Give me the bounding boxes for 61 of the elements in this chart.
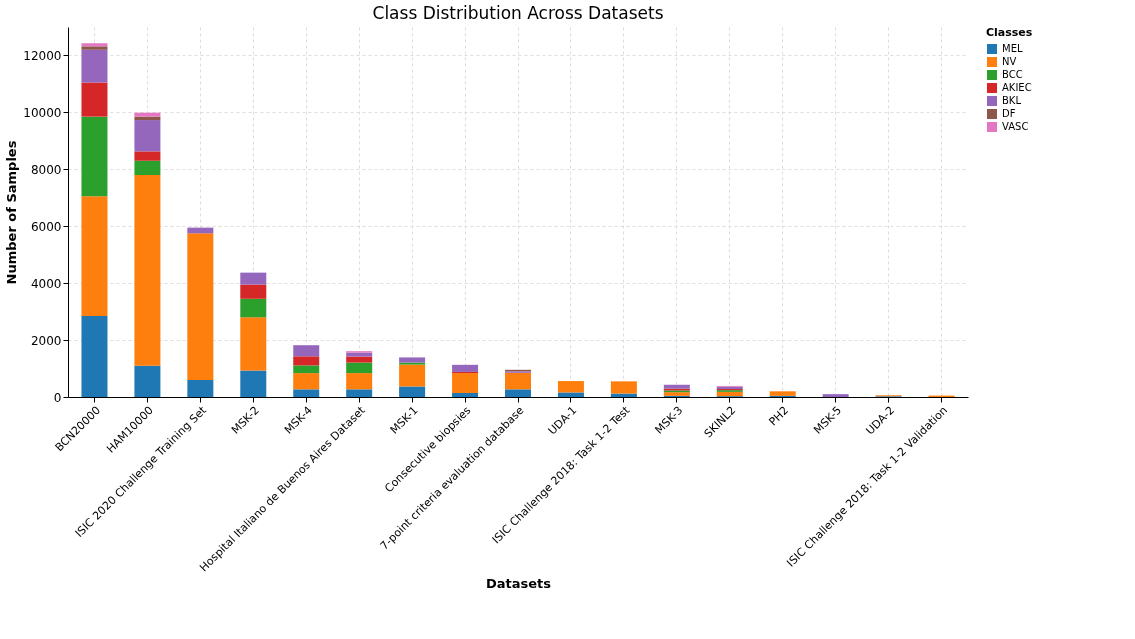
y-tick-label: 2000 [30, 333, 62, 348]
bar [293, 356, 320, 366]
bar [293, 373, 320, 390]
bar [663, 384, 690, 389]
bar [452, 373, 479, 394]
chart-title: Class Distribution Across Datasets [372, 3, 664, 23]
legend-label: VASC [1002, 121, 1029, 132]
bar [557, 381, 584, 393]
y-tick-label: 8000 [30, 162, 62, 177]
bar [81, 82, 108, 117]
bar [557, 392, 584, 397]
legend-label: DF [1002, 108, 1016, 119]
bar [240, 284, 267, 299]
bar [346, 362, 373, 374]
bar [81, 116, 108, 197]
legend-label: BCC [1002, 69, 1023, 80]
bar [399, 364, 426, 387]
bar [505, 372, 531, 390]
bar [822, 394, 849, 397]
bar [716, 391, 743, 397]
y-axis-title: Number of Samples [4, 140, 20, 285]
bar [134, 112, 161, 117]
bar [240, 370, 267, 397]
y-tick-label: 10000 [23, 105, 62, 120]
legend-label: AKIEC [1002, 82, 1032, 93]
legend-title: Classes [986, 26, 1033, 39]
bar [452, 393, 479, 397]
bar [346, 352, 373, 357]
bar [293, 365, 320, 374]
legend-label: MEL [1002, 43, 1023, 54]
legend-label: BKL [1002, 95, 1022, 106]
bar [81, 49, 108, 83]
bar [346, 356, 373, 363]
bar [134, 120, 161, 152]
y-tick-label: 6000 [30, 219, 62, 234]
bar [505, 389, 531, 397]
bar [293, 389, 320, 397]
bar [769, 391, 796, 396]
bar [346, 373, 373, 390]
bar [240, 272, 267, 285]
y-tick-label: 4000 [30, 276, 62, 291]
bar [81, 315, 108, 397]
x-axis-title: Datasets [485, 575, 552, 591]
bar [134, 151, 161, 161]
bar [134, 160, 161, 175]
legend-label: NV [1002, 56, 1017, 67]
bar [399, 357, 426, 363]
bar [346, 389, 373, 397]
bar [293, 345, 320, 357]
bar [187, 233, 214, 380]
bar [81, 196, 108, 316]
y-tick-label: 0 [53, 390, 62, 405]
bar [452, 364, 479, 372]
bar [187, 379, 214, 397]
bar [240, 317, 267, 371]
y-tick-label: 12000 [23, 48, 62, 63]
bar [134, 365, 161, 397]
bar [610, 381, 637, 394]
bar [399, 386, 426, 397]
bar [134, 175, 161, 366]
bar [240, 298, 267, 318]
